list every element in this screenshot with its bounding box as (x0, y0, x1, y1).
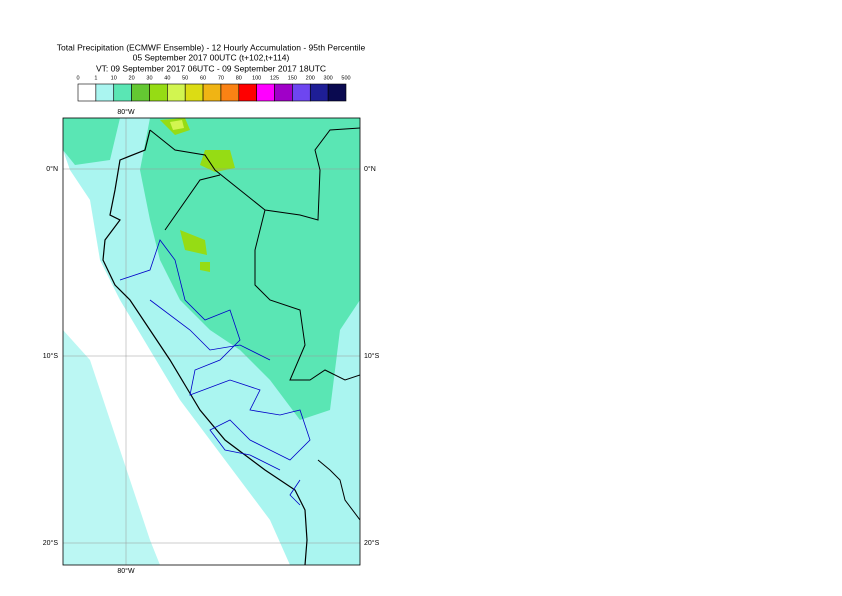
legend-label: 1 (94, 75, 97, 81)
legend-label: 60 (200, 75, 206, 81)
legend: 0 1 10 20 30 40 50 60 70 80 100 125 150 200 300 500 (76, 75, 351, 102)
title: Total Precipitation (ECMWF Ensemble) - 1… (57, 42, 366, 52)
legend-swatch (113, 83, 132, 102)
precip-30 (160, 118, 235, 272)
lat-label: 10°S (364, 352, 380, 360)
precip-1-ocean (63, 330, 160, 565)
legend-swatch (95, 83, 115, 102)
frame (62, 117, 361, 566)
precip-40 (170, 120, 184, 130)
legend-label: 40 (164, 75, 170, 81)
legend-label: 50 (182, 75, 188, 81)
legend-swatch (202, 83, 222, 102)
legend-label: 10 (111, 75, 117, 81)
legend-swatch (184, 83, 204, 102)
coastline (102, 129, 308, 565)
legend-label: 200 (306, 75, 315, 81)
legend-label: 70 (218, 75, 224, 81)
lat-label: 10°S (43, 352, 59, 360)
lat-label: 20°S (364, 539, 380, 547)
base-time: 05 September 2017 00UTC (t+102,t+114) (133, 52, 290, 62)
legend-label: 300 (324, 75, 333, 81)
lon-label: 80°W (117, 567, 135, 575)
legend-swatch (274, 83, 293, 102)
precip-10-west (63, 118, 120, 165)
legend-swatch (256, 83, 275, 102)
legend-label: 500 (341, 75, 350, 81)
legend-swatch (149, 83, 168, 102)
lat-label: 0°N (364, 165, 376, 173)
lat-label: 0°N (46, 165, 58, 173)
legend-swatch (238, 83, 257, 102)
legend-swatch (309, 83, 329, 102)
legend-swatch (131, 83, 150, 102)
lon-label: 80°W (117, 108, 135, 116)
legend-label: 80 (236, 75, 242, 81)
lat-label: 20°S (43, 539, 59, 547)
legend-swatch (167, 83, 186, 102)
legend-label: 20 (129, 75, 135, 81)
legend-swatch (220, 83, 240, 102)
legend-label: 0 (76, 75, 79, 81)
valid-time: VT: 09 September 2017 06UTC - 09 Septemb… (96, 63, 326, 73)
legend-label: 30 (146, 75, 152, 81)
legend-label: 125 (270, 75, 279, 81)
map (63, 118, 360, 565)
admin-border (119, 239, 311, 506)
legend-label: 150 (288, 75, 297, 81)
legend-label: 100 (252, 75, 261, 81)
legend-swatch (327, 83, 347, 102)
legend-swatch (77, 83, 97, 102)
legend-swatch (292, 83, 311, 102)
border (149, 127, 360, 521)
